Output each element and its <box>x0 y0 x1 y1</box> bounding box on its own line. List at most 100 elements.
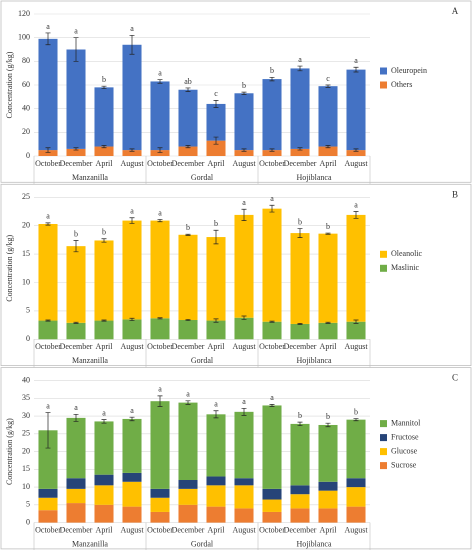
bar-segment <box>94 87 114 147</box>
bar-segment <box>38 150 58 156</box>
error-bar <box>269 76 275 82</box>
x-tick-label: April <box>320 342 338 351</box>
bar-segment <box>178 402 198 480</box>
x-tick-label: April <box>96 342 114 351</box>
bar-segment <box>150 497 170 512</box>
error-bar <box>353 418 359 422</box>
legend-swatch <box>380 462 387 470</box>
bar-segment <box>318 490 338 509</box>
error-bar <box>325 321 331 324</box>
x-tick-label: December <box>172 525 205 534</box>
error-bar <box>353 319 359 324</box>
bar-segment <box>94 320 114 340</box>
bar-segment <box>262 511 282 523</box>
bar-segment <box>122 481 142 507</box>
bar-segment <box>234 214 254 318</box>
error-bar <box>353 211 359 219</box>
bar-segment <box>290 68 310 149</box>
panel-border <box>0 0 472 183</box>
y-tick-label: 0 <box>26 517 30 526</box>
legend-swatch <box>380 434 387 442</box>
y-tick-label: 120 <box>18 9 30 18</box>
bar-segment <box>318 508 338 523</box>
error-bar <box>325 84 331 88</box>
error-bar <box>213 100 219 108</box>
error-bar <box>129 416 135 422</box>
significance-letter: b <box>326 222 330 231</box>
y-tick-label: 35 <box>22 393 30 402</box>
x-tick-label: December <box>172 342 205 351</box>
x-tick-label: December <box>60 525 93 534</box>
legend-label: Glucose <box>391 446 418 455</box>
error-bar <box>325 422 331 428</box>
error-bar <box>297 323 303 325</box>
significance-letter: b <box>74 229 78 238</box>
error-bar <box>157 79 163 84</box>
bar-segment <box>206 237 226 321</box>
error-bar <box>185 319 191 321</box>
bar-segment <box>234 317 254 340</box>
error-bar <box>129 148 135 152</box>
x-tick-label: August <box>344 159 368 168</box>
bar-segment <box>38 320 58 340</box>
bar-segment <box>178 480 198 489</box>
error-bar <box>241 315 247 320</box>
x-tick-label: October <box>147 342 173 351</box>
error-bar <box>241 208 247 221</box>
group-label: Hojiblanca <box>296 173 332 182</box>
y-tick-label: 25 <box>22 192 30 201</box>
error-bar <box>213 410 219 419</box>
error-bar <box>297 65 303 72</box>
legend-label: Oleanolic <box>391 249 423 258</box>
y-tick-label: 0 <box>26 151 30 160</box>
bar-segment <box>318 86 338 147</box>
bar-segment <box>178 234 198 320</box>
error-bar <box>185 233 191 236</box>
y-tick-label: 60 <box>22 80 30 89</box>
x-tick-label: August <box>232 159 256 168</box>
bar-segment <box>346 506 366 523</box>
significance-letter: a <box>298 55 302 64</box>
x-tick-label: December <box>284 159 317 168</box>
y-axis-label: Concentration (g/kg) <box>5 235 14 302</box>
bar-segment <box>346 69 366 151</box>
bar-segment <box>206 485 226 507</box>
group-label: Manzanilla <box>72 356 108 365</box>
y-tick-label: 5 <box>26 500 30 509</box>
bar-segment <box>66 49 86 149</box>
y-tick-label: 40 <box>22 103 30 112</box>
significance-letter: a <box>74 26 78 35</box>
x-tick-label: October <box>35 342 61 351</box>
significance-letter: a <box>74 403 78 412</box>
bar-segment <box>290 485 310 495</box>
bar-segment <box>234 411 254 479</box>
error-bar <box>241 148 247 152</box>
significance-letter: ab <box>184 77 192 86</box>
bar-segment <box>234 478 254 486</box>
y-tick-label: 15 <box>22 249 30 258</box>
bar-segment <box>262 208 282 322</box>
y-tick-label: 20 <box>22 446 30 455</box>
error-bar <box>297 421 303 427</box>
significance-letter: b <box>270 66 274 75</box>
significance-letter: a <box>158 69 162 78</box>
bar-segment <box>234 150 254 156</box>
error-bar <box>157 147 163 153</box>
error-bar <box>101 319 107 322</box>
bar-segment <box>94 421 114 475</box>
error-bar <box>185 145 191 149</box>
bar-segment <box>290 323 310 340</box>
error-bar <box>269 404 275 407</box>
error-bar <box>73 321 79 324</box>
group-label: Hojiblanca <box>296 356 332 365</box>
bar-segment <box>38 38 58 151</box>
bar-segment <box>66 322 86 340</box>
bar-segment <box>150 488 170 498</box>
error-bar <box>213 136 219 145</box>
bar-segment <box>122 150 142 156</box>
significance-letter: a <box>130 406 134 415</box>
x-tick-label: April <box>96 525 114 534</box>
error-bar <box>45 319 51 322</box>
significance-letter: b <box>326 412 330 421</box>
